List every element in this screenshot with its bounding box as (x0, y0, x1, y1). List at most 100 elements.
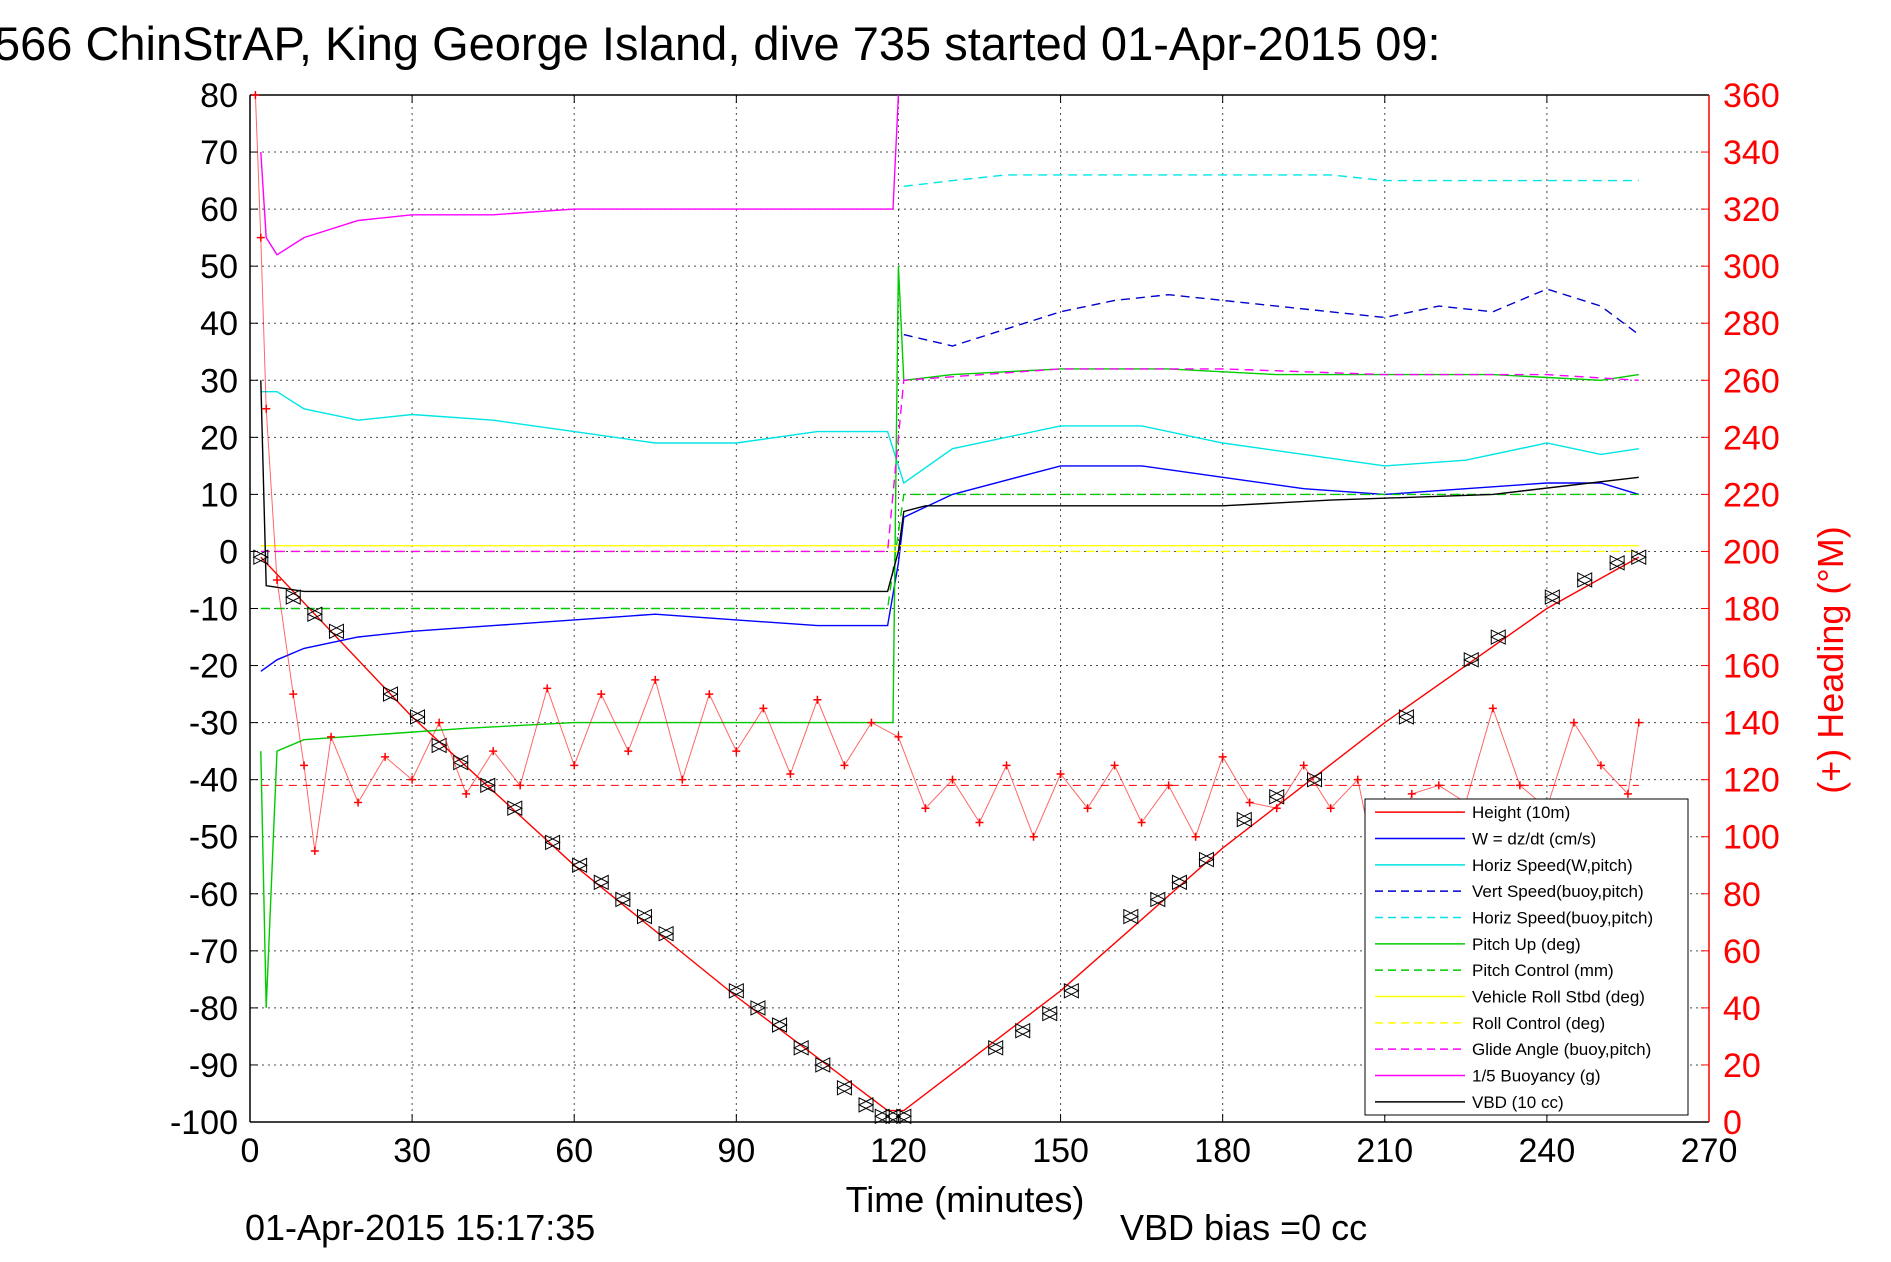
y-tick-label-right: 140 (1723, 705, 1780, 743)
series-line-1 (260, 556, 1640, 1112)
depth-marker (1041, 1005, 1058, 1022)
y-tick-labels-left: 80 70 60 50 40 30 20 10 0 -10 -20 -30 -40 -50 -60 -70 -8… (170, 77, 238, 1142)
legend-label: Pitch Up (deg) (1472, 935, 1581, 954)
depth-marker (1014, 1022, 1031, 1039)
depth-marker (987, 1040, 1004, 1056)
x-axis-label: Time (minutes) (846, 1179, 1085, 1220)
series-line-7 (260, 493, 1639, 610)
depth-marker (895, 1108, 912, 1125)
depth-marker (1198, 851, 1214, 868)
legend-label: Roll Control (deg) (1472, 1014, 1605, 1033)
x-tick-label: 0 (241, 1132, 260, 1170)
y-tick-label-left: 10 (200, 476, 238, 514)
y-tick-label-left: 50 (200, 248, 238, 286)
depth-marker (506, 800, 523, 817)
depth-marker (1149, 891, 1166, 908)
depth-marker (479, 777, 496, 794)
depth-marker (1576, 572, 1593, 588)
y-tick-label-left: 40 (200, 305, 238, 343)
y-tick-label-right: 80 (1723, 876, 1761, 914)
depth-marker (1544, 589, 1560, 605)
depth-marker (285, 589, 301, 605)
y-tick-label-left: 30 (200, 362, 238, 400)
y-tick-label-right: 160 (1723, 648, 1780, 686)
y-tick-label-right: 320 (1723, 191, 1780, 229)
depth-marker (614, 891, 631, 908)
legend-label: Horiz Speed(buoy,pitch) (1472, 909, 1653, 928)
series-line-5 (903, 174, 1639, 187)
y-tick-label-left: -40 (189, 762, 238, 800)
depth-marker (1490, 629, 1506, 645)
y-tick-label-left: -100 (170, 1104, 238, 1142)
depth-marker (306, 606, 323, 623)
footer-vbd-bias: VBD bias =0 cc (1120, 1207, 1367, 1248)
x-tick-labels: 0 30 60 90 120 150 180 210 240 270 (241, 1132, 1738, 1170)
y-tick-label-right: 120 (1723, 762, 1780, 800)
series-lines (260, 94, 1640, 1112)
series-line-4 (903, 288, 1640, 347)
depth-marker (452, 754, 469, 771)
depth-marker (874, 1108, 890, 1125)
y-tick-label-right: 60 (1723, 933, 1761, 971)
y-tick-label-left: -10 (189, 591, 238, 629)
depth-marker (793, 1040, 809, 1056)
y-tick-label-left: -80 (189, 990, 238, 1028)
y-tick-label-left: -60 (189, 876, 238, 914)
depth-marker (328, 623, 344, 640)
depth-marker (431, 737, 447, 754)
x-tick-label: 150 (1032, 1132, 1089, 1170)
depth-marker (728, 982, 744, 999)
depth-marker (884, 1108, 901, 1125)
axes (249, 94, 1710, 1123)
y-tick-label-left: -70 (189, 933, 238, 971)
y-tick-label-right: 200 (1723, 533, 1780, 571)
legend-label: Vehicle Roll Stbd (deg) (1472, 988, 1645, 1007)
depth-marker (1398, 709, 1414, 725)
legend-box (1364, 798, 1689, 1116)
y-tick-label-left: -50 (189, 819, 238, 857)
y-tick-label-left: 80 (200, 77, 238, 115)
depth-marker (1609, 555, 1625, 571)
legend-label: 1/5 Buoyancy (g) (1472, 1067, 1601, 1086)
y-tick-label-right: 180 (1723, 591, 1780, 629)
depth-marker (1122, 908, 1139, 925)
x-tick-label: 120 (870, 1132, 927, 1170)
depth-marker (571, 857, 588, 874)
legend-label: Height (10m) (1472, 803, 1570, 822)
x-tick-label: 180 (1194, 1132, 1251, 1170)
depth-marker (749, 1000, 766, 1016)
depth-marker (1236, 811, 1252, 828)
legend-label: Vert Speed(buoy,pitch) (1472, 882, 1644, 901)
depth-marker (857, 1097, 874, 1113)
y-tick-label-left: -20 (189, 648, 238, 686)
depth-marker (836, 1079, 852, 1096)
legend-label: Pitch Control (mm) (1472, 961, 1614, 980)
depth-marker (1171, 874, 1187, 891)
y-tick-label-left: -90 (189, 1047, 238, 1085)
depth-markers (252, 549, 1647, 1125)
legend-label: Glide Angle (buoy,pitch) (1472, 1040, 1651, 1059)
depth-marker (771, 1017, 788, 1033)
x-tick-label: 60 (555, 1132, 593, 1170)
series-line-12 (260, 380, 1639, 593)
legend: Height (10m) W = dz/dt (cm/s) Horiz Speed(… (1364, 798, 1689, 1116)
y-tick-label-left: 60 (200, 191, 238, 229)
x-tick-label: 30 (393, 1132, 431, 1170)
series-line-10 (260, 368, 1639, 553)
x-tick-label: 210 (1356, 1132, 1413, 1170)
y-tick-label-right: 20 (1723, 1047, 1761, 1085)
chart-title: 566 ChinStrAP, King George Island, dive … (0, 17, 1441, 70)
y-tick-label-right: 40 (1723, 990, 1761, 1028)
series-line-11 (260, 94, 900, 256)
y-tick-label-left: 20 (200, 419, 238, 457)
x-tick-label: 240 (1519, 1132, 1576, 1170)
y-tick-label-right: 360 (1723, 77, 1780, 115)
series-line-3 (260, 391, 1639, 485)
depth-marker (1463, 652, 1479, 668)
y-tick-label-left: 0 (219, 533, 238, 571)
y-tick-label-right: 340 (1723, 134, 1780, 172)
legend-label: Horiz Speed(W,pitch) (1472, 856, 1633, 875)
y-tick-label-right: 240 (1723, 419, 1780, 457)
depth-marker (1630, 549, 1647, 565)
y-tick-label-right: 100 (1723, 819, 1780, 857)
